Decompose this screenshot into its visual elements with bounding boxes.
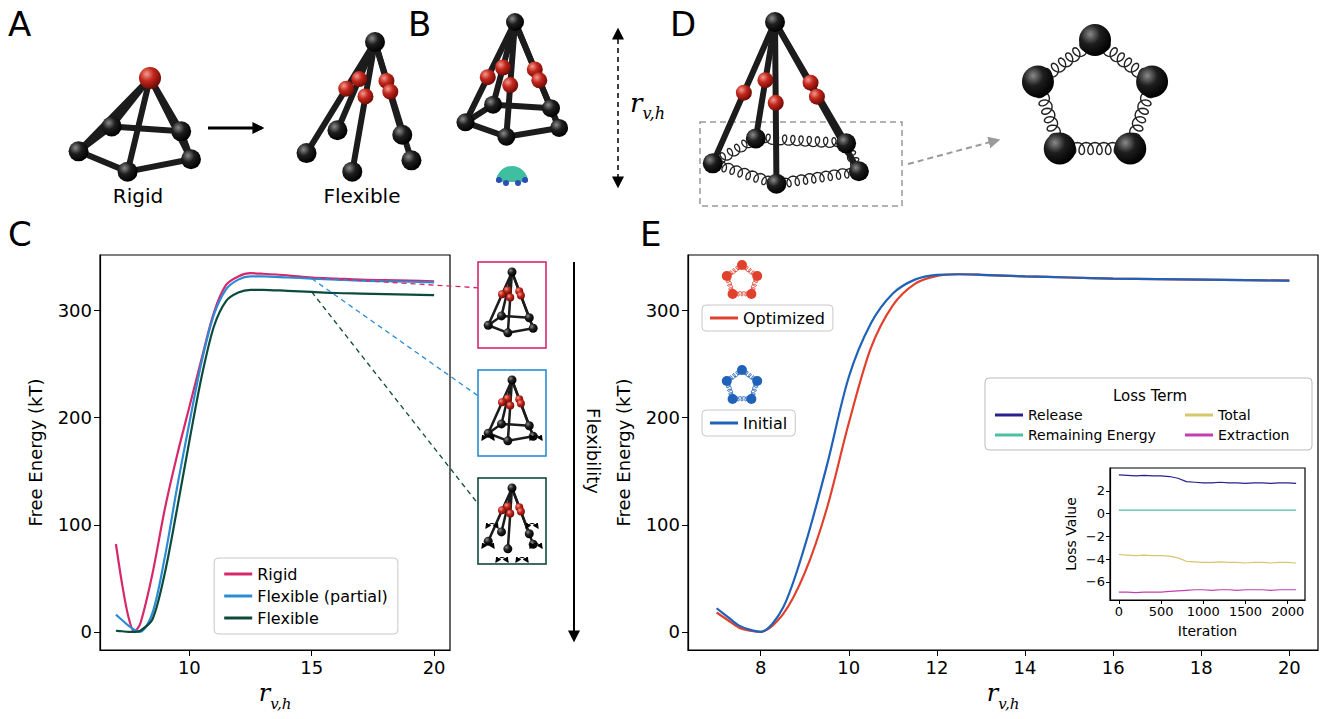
svg-text:0: 0 [81,621,92,642]
svg-text:v,h: v,h [998,695,1019,713]
svg-text:E: E [640,214,661,254]
svg-text:20: 20 [423,657,446,678]
svg-text:8: 8 [755,657,766,678]
svg-text:0: 0 [669,621,680,642]
svg-text:r: r [986,678,999,707]
svg-text:Optimized: Optimized [743,309,825,328]
svg-text:1500: 1500 [1229,604,1262,619]
svg-text:100: 100 [646,514,680,535]
svg-text:Iteration: Iteration [1178,623,1237,639]
svg-text:16: 16 [1102,657,1125,678]
svg-text:300: 300 [58,300,92,321]
svg-text:Extraction: Extraction [1218,427,1289,443]
svg-text:−6: −6 [1086,574,1105,589]
svg-text:10: 10 [837,657,860,678]
svg-text:2: 2 [1097,483,1105,498]
svg-text:300: 300 [646,300,680,321]
svg-text:14: 14 [1014,657,1037,678]
svg-text:12: 12 [925,657,948,678]
svg-text:Release: Release [1028,407,1083,423]
svg-text:Flexible: Flexible [257,609,319,628]
svg-text:Loss Term: Loss Term [1113,387,1187,405]
svg-text:Flexibility: Flexibility [583,408,604,494]
svg-text:0: 0 [1097,506,1105,521]
svg-text:Total: Total [1217,407,1251,423]
svg-text:Rigid: Rigid [257,565,297,584]
svg-text:Free Energy (kT): Free Energy (kT) [613,378,634,526]
svg-text:2000: 2000 [1271,604,1304,619]
svg-text:18: 18 [1190,657,1213,678]
svg-text:1000: 1000 [1187,604,1220,619]
svg-text:10: 10 [178,657,201,678]
svg-text:Initial: Initial [743,414,787,433]
svg-text:Free Energy (kT): Free Energy (kT) [25,378,46,526]
svg-text:D: D [670,4,696,44]
svg-text:20: 20 [1278,657,1301,678]
svg-text:200: 200 [646,407,680,428]
svg-text:Remaining Energy: Remaining Energy [1028,427,1156,443]
svg-text:Flexible (partial): Flexible (partial) [257,587,388,606]
svg-text:B: B [408,4,431,44]
svg-text:Flexible: Flexible [324,184,401,208]
svg-text:200: 200 [58,407,92,428]
svg-text:−2: −2 [1086,529,1105,544]
svg-text:v,h: v,h [270,695,291,713]
svg-text:Rigid: Rigid [113,184,163,208]
svg-text:500: 500 [1149,604,1174,619]
svg-text:A: A [8,4,31,44]
svg-text:100: 100 [58,514,92,535]
svg-text:C: C [8,214,32,254]
svg-text:r: r [258,678,271,707]
svg-text:15: 15 [300,657,323,678]
svg-text:−4: −4 [1086,552,1105,567]
svg-text:Loss Value: Loss Value [1063,497,1079,571]
svg-text:rv,h: rv,h [630,88,665,123]
svg-text:0: 0 [1115,604,1123,619]
